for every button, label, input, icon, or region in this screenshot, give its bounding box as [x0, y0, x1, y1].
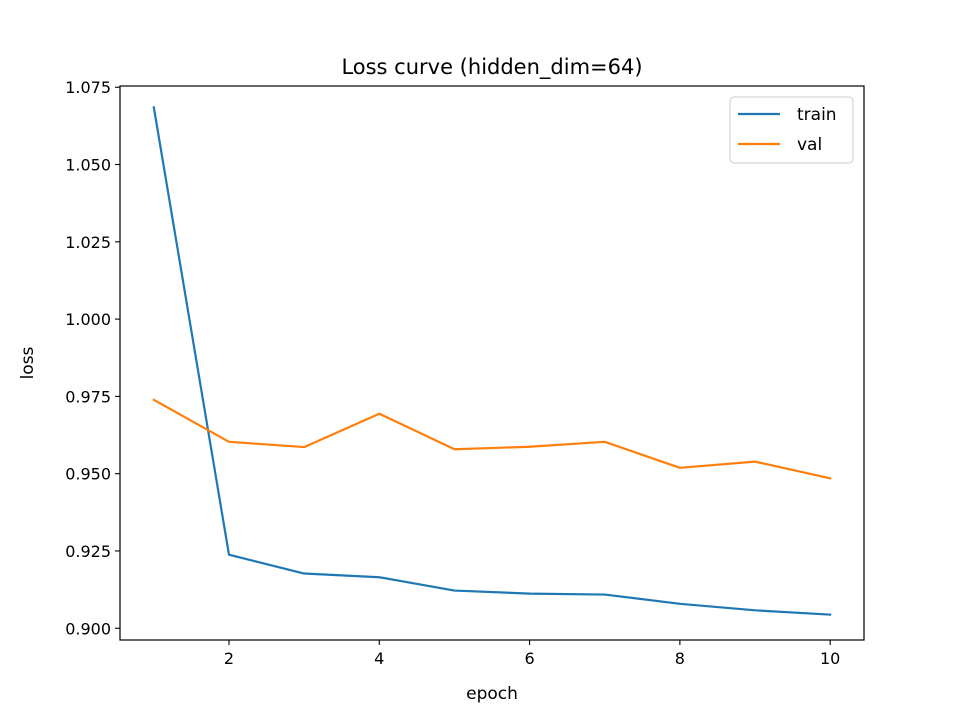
y-tick-label: 0.900: [65, 619, 111, 638]
plot-background: [120, 86, 864, 640]
series-line-val: [152, 398, 832, 480]
y-tick-label: 1.025: [65, 233, 111, 252]
y-tick-label: 1.075: [65, 78, 111, 97]
legend-label-val: val: [797, 135, 822, 155]
axes-frame: [119, 85, 865, 641]
x-axis-label: epoch: [466, 684, 518, 704]
x-axis-ticks: 2 4 6 8 10: [224, 640, 840, 668]
y-axis-ticks: 0.900 0.925 0.950 0.975 1.000 1.025 1.050 1.075: [65, 78, 120, 638]
x-tick-label: 8: [675, 649, 685, 668]
y-tick-label: 0.950: [65, 465, 111, 484]
y-tick-label: 1.000: [65, 310, 111, 329]
y-axis-label: loss: [18, 346, 38, 379]
y-tick-label: 0.925: [65, 542, 111, 561]
x-tick-label: 4: [374, 649, 384, 668]
x-tick-label: 2: [224, 649, 234, 668]
series-layer: [152, 106, 832, 616]
legend-items: train val: [738, 105, 837, 155]
y-tick-label: 0.975: [65, 387, 111, 406]
y-tick-label: 1.050: [65, 156, 111, 175]
x-tick-label: 6: [524, 649, 534, 668]
plot-area: [119, 85, 865, 641]
chart-title: Loss curve (hidden_dim=64): [341, 55, 642, 80]
legend: train val: [729, 96, 854, 164]
x-tick-label: 10: [820, 649, 840, 668]
series-line-train: [152, 106, 832, 616]
legend-label-train: train: [797, 105, 837, 125]
